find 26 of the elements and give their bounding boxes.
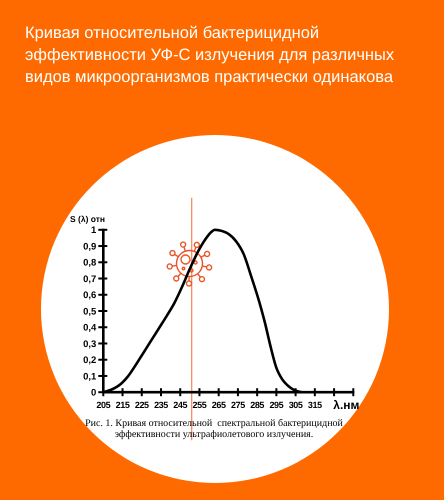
y-tick-label: 0,6 <box>83 290 96 302</box>
x-tick-label: 285 <box>250 400 264 410</box>
y-tick-label: 0,1 <box>83 371 98 382</box>
y-tick-label: 0,9 <box>83 241 96 252</box>
y-tick-label: 0,7 <box>83 274 96 285</box>
x-tick-label: 255 <box>192 400 207 410</box>
y-tick-label: 0,4 <box>83 322 98 334</box>
y-tick-label: 0,3 <box>83 338 96 350</box>
x-tick-label: 215 <box>116 400 130 410</box>
x-tick-label: 265 <box>212 400 226 410</box>
x-tick-label: 235 <box>154 400 168 410</box>
x-tick-label: 205 <box>96 400 111 410</box>
y-axis-title: S (λ) отн <box>70 214 106 224</box>
x-axis-title: λ.нм <box>333 398 360 412</box>
x-tick-label: 245 <box>173 400 188 410</box>
y-tick-label: 0 <box>91 388 96 399</box>
x-tick-label: 225 <box>134 400 150 410</box>
y-tick-label: 1 <box>91 225 98 236</box>
chart-title: Кривая относительной бактерицидной эффективности УФ-С излучения для различных видов микроорганизмов практически одинакова <box>25 24 395 86</box>
x-tick-label: 315 <box>308 400 322 410</box>
y-tick-label: 0,5 <box>83 306 98 318</box>
x-tick-label: 305 <box>288 400 303 410</box>
y-tick-label: 0,8 <box>83 258 96 269</box>
x-tick-label: 275 <box>231 400 246 410</box>
x-tick-label: 295 <box>269 400 284 410</box>
y-tick-label: 0,2 <box>83 355 96 366</box>
